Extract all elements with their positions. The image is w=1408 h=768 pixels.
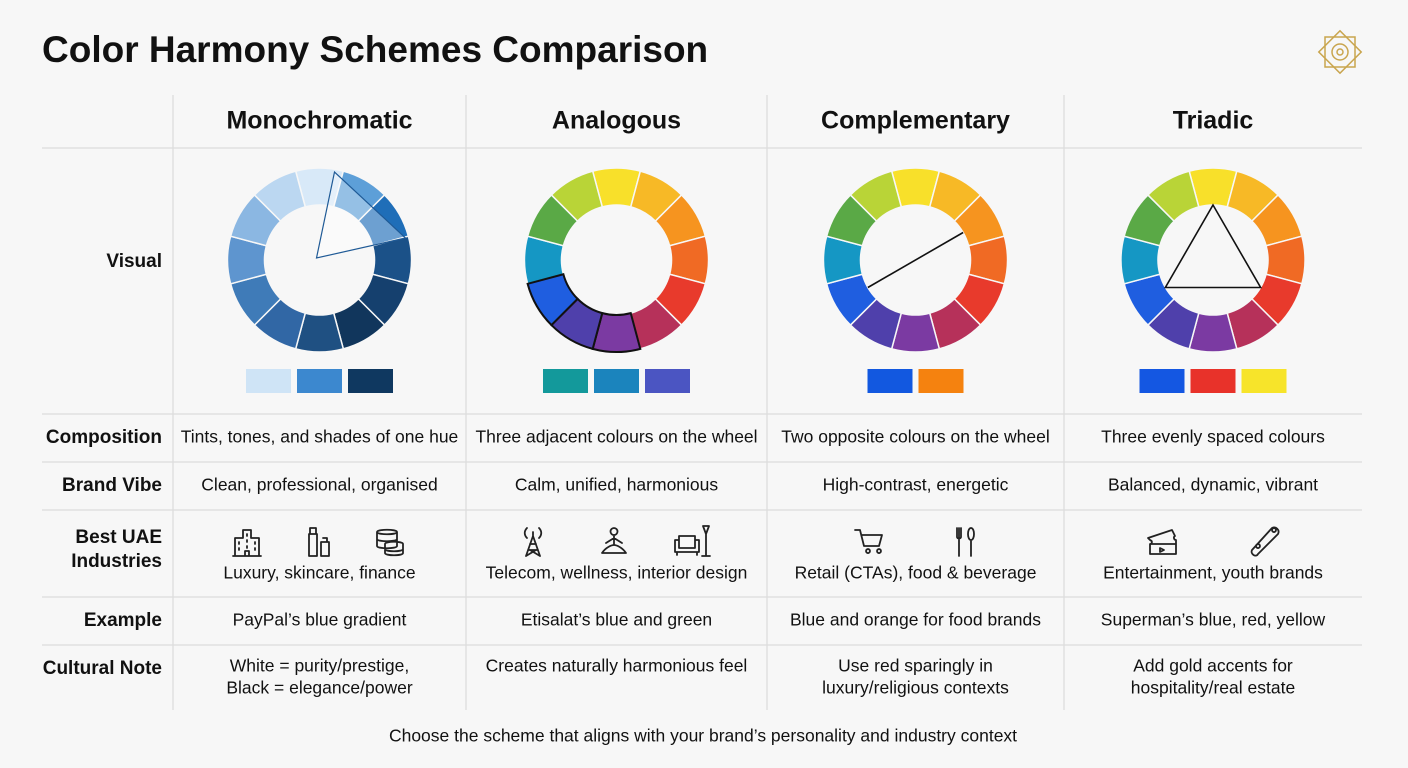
cell-text: Superman’s blue, red, yellow (1101, 610, 1326, 630)
row-label: Example (84, 610, 162, 631)
row-label: Best UAE (75, 527, 162, 548)
wheel-segment (1146, 170, 1200, 223)
color-wheel (523, 167, 710, 353)
industry-icon (854, 529, 883, 554)
cell-text: White = purity/prestige, (230, 656, 409, 676)
logo (1317, 29, 1363, 75)
row-label: Visual (106, 251, 162, 272)
color-wheel (1120, 167, 1306, 353)
industry-icon (956, 527, 975, 557)
color-swatch (645, 369, 690, 393)
cell-text: Three adjacent colours on the wheel (475, 427, 757, 447)
color-swatch (1190, 369, 1236, 393)
complement-line (867, 231, 964, 289)
cell-text: Etisalat’s blue and green (521, 610, 712, 630)
cell-text: Entertainment, youth brands (1103, 563, 1323, 583)
cell-text: Retail (CTAs), food & beverage (795, 563, 1037, 583)
wheel-segment (550, 170, 604, 223)
cell-text: Black = elegance/power (226, 678, 412, 698)
row-label: Industries (71, 551, 162, 572)
industry-icon (523, 527, 543, 557)
column-header: Analogous (552, 107, 681, 135)
industry-icon (376, 528, 404, 557)
cell-text: High-contrast, energetic (823, 475, 1009, 495)
color-swatch (297, 369, 342, 393)
color-wheel (226, 167, 413, 353)
wheel-segment (526, 273, 580, 327)
triad-triangle (1163, 203, 1263, 289)
color-swatch (246, 369, 291, 393)
cell-text: Creates naturally harmonious feel (486, 656, 748, 676)
cell-text: Add gold accents for (1133, 656, 1293, 676)
cell-text: luxury/religious contexts (822, 678, 1009, 698)
color-swatch (594, 369, 639, 393)
highlight-wedge (315, 170, 407, 259)
cell-text: Luxury, skincare, finance (223, 563, 415, 583)
title: Color Harmony Schemes Comparison (42, 29, 708, 70)
color-swatch (348, 369, 393, 393)
color-swatch (1139, 369, 1185, 393)
industry-icon (1250, 526, 1280, 557)
column-header: Complementary (821, 107, 1010, 135)
cell-text: Calm, unified, harmonious (515, 475, 719, 495)
cell-text: Use red sparingly in (838, 656, 993, 676)
row-label: Brand Vibe (62, 475, 162, 496)
industry-icon (308, 527, 330, 557)
cell-text: hospitality/real estate (1131, 678, 1295, 698)
cell-text: Telecom, wellness, interior design (486, 563, 748, 583)
industry-icon (232, 529, 262, 557)
row-label: Composition (46, 427, 162, 448)
color-swatch (543, 369, 588, 393)
industry-icon (601, 527, 627, 554)
industry-icon (674, 525, 711, 557)
wheel-segment (849, 170, 903, 223)
column-header: Triadic (1173, 107, 1254, 135)
color-swatch (918, 369, 964, 393)
color-wheel (822, 167, 1009, 353)
cell-text: Balanced, dynamic, vibrant (1108, 475, 1318, 495)
cell-text: Tints, tones, and shades of one hue (181, 427, 459, 447)
wheel-segment (253, 170, 307, 223)
color-swatch (867, 369, 913, 393)
cell-text: PayPal’s blue gradient (233, 610, 407, 630)
row-label: Cultural Note (43, 658, 162, 679)
column-header: Monochromatic (226, 107, 412, 135)
cell-text: Blue and orange for food brands (790, 610, 1041, 630)
cell-text: Clean, professional, organised (201, 475, 437, 495)
industry-icon (1147, 529, 1177, 555)
footer-note: Choose the scheme that aligns with your … (389, 726, 1017, 746)
cell-text: Two opposite colours on the wheel (781, 427, 1050, 447)
cell-text: Three evenly spaced colours (1101, 427, 1325, 447)
color-swatch (1241, 369, 1287, 393)
